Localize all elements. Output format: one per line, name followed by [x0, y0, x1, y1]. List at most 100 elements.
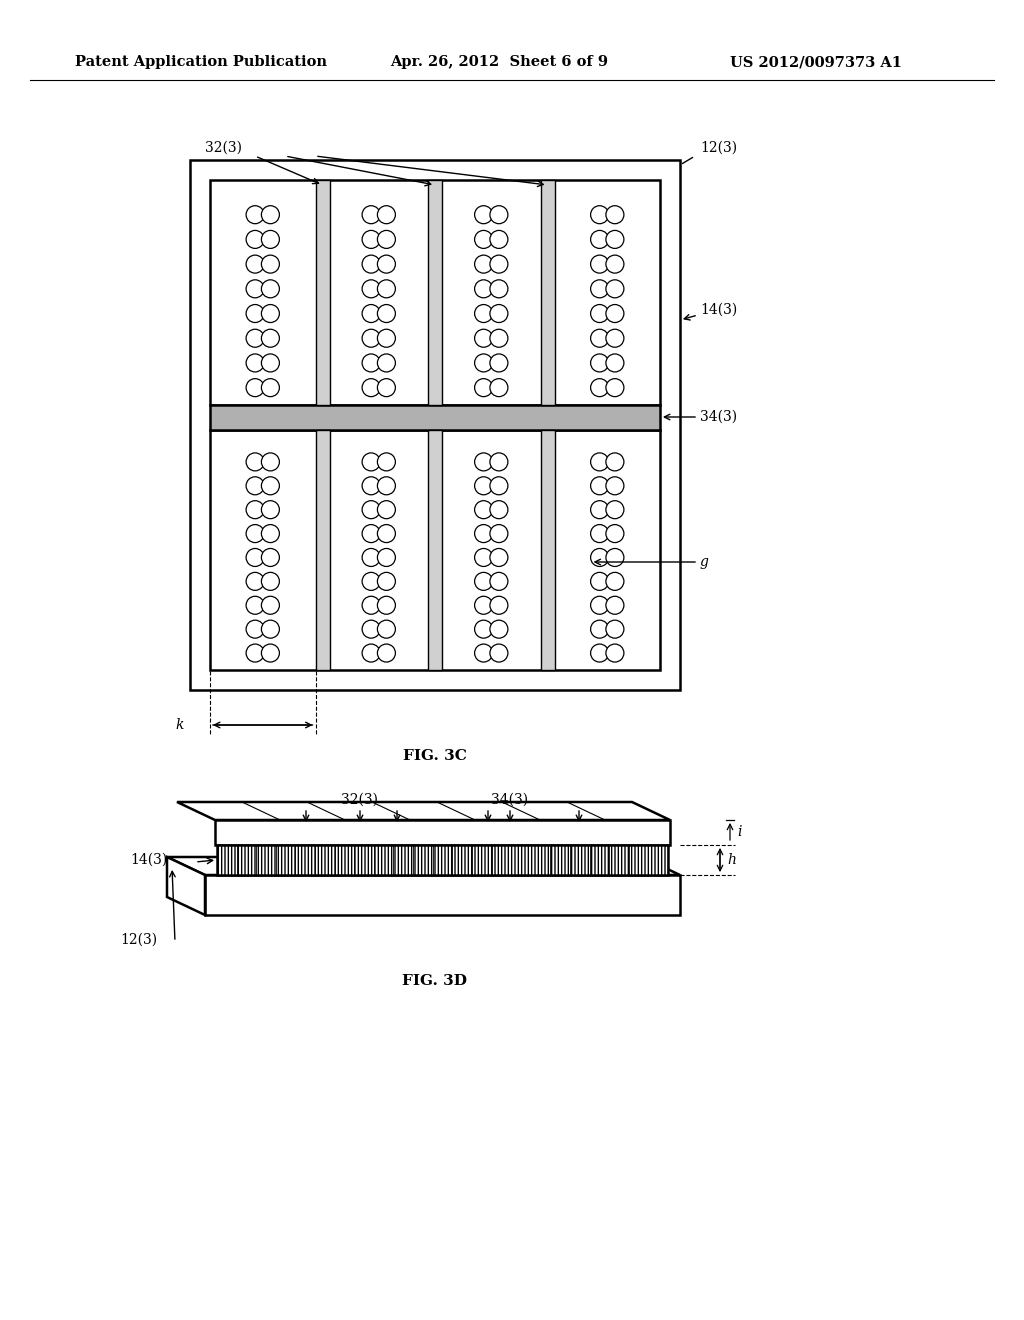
- Circle shape: [489, 255, 508, 273]
- Circle shape: [378, 500, 395, 519]
- Circle shape: [362, 549, 380, 566]
- Circle shape: [489, 549, 508, 566]
- Circle shape: [261, 549, 280, 566]
- Circle shape: [246, 477, 264, 495]
- Circle shape: [246, 231, 264, 248]
- Circle shape: [261, 379, 280, 396]
- Circle shape: [606, 477, 624, 495]
- Circle shape: [606, 280, 624, 298]
- Circle shape: [261, 620, 280, 638]
- Circle shape: [378, 573, 395, 590]
- Circle shape: [378, 524, 395, 543]
- Circle shape: [474, 500, 493, 519]
- Circle shape: [362, 644, 380, 663]
- Circle shape: [489, 644, 508, 663]
- Circle shape: [378, 280, 395, 298]
- Circle shape: [261, 477, 280, 495]
- Circle shape: [246, 206, 264, 223]
- Text: Patent Application Publication: Patent Application Publication: [75, 55, 327, 69]
- Circle shape: [606, 255, 624, 273]
- Circle shape: [474, 597, 493, 614]
- Circle shape: [489, 305, 508, 322]
- Circle shape: [261, 231, 280, 248]
- Bar: [541, 180, 555, 405]
- Circle shape: [591, 379, 608, 396]
- Circle shape: [246, 500, 264, 519]
- Text: 12(3): 12(3): [700, 141, 737, 154]
- Circle shape: [246, 597, 264, 614]
- Circle shape: [474, 206, 493, 223]
- Circle shape: [378, 620, 395, 638]
- Circle shape: [591, 231, 608, 248]
- Text: 14(3): 14(3): [130, 853, 167, 867]
- Circle shape: [378, 231, 395, 248]
- Text: i: i: [737, 825, 741, 840]
- Circle shape: [591, 453, 608, 471]
- Circle shape: [362, 620, 380, 638]
- Bar: [428, 430, 442, 671]
- Circle shape: [474, 477, 493, 495]
- Circle shape: [474, 549, 493, 566]
- Text: 12(3): 12(3): [120, 933, 157, 946]
- Circle shape: [591, 477, 608, 495]
- Circle shape: [591, 305, 608, 322]
- Circle shape: [474, 354, 493, 372]
- Circle shape: [261, 500, 280, 519]
- Bar: [210, 180, 660, 405]
- Circle shape: [489, 524, 508, 543]
- Circle shape: [362, 329, 380, 347]
- Circle shape: [489, 477, 508, 495]
- Circle shape: [591, 329, 608, 347]
- Bar: [210, 430, 660, 671]
- Circle shape: [474, 280, 493, 298]
- Circle shape: [474, 573, 493, 590]
- Circle shape: [362, 453, 380, 471]
- Circle shape: [261, 453, 280, 471]
- Circle shape: [246, 549, 264, 566]
- Circle shape: [606, 500, 624, 519]
- Polygon shape: [167, 857, 680, 875]
- Circle shape: [261, 354, 280, 372]
- Circle shape: [362, 280, 380, 298]
- Circle shape: [591, 620, 608, 638]
- Circle shape: [591, 549, 608, 566]
- Text: k: k: [175, 718, 183, 733]
- Polygon shape: [177, 803, 670, 820]
- Circle shape: [246, 620, 264, 638]
- Circle shape: [474, 644, 493, 663]
- Bar: [190, 160, 680, 690]
- Circle shape: [606, 549, 624, 566]
- Bar: [210, 405, 660, 430]
- Circle shape: [246, 644, 264, 663]
- Bar: [428, 180, 442, 405]
- Circle shape: [606, 231, 624, 248]
- Polygon shape: [217, 845, 668, 875]
- Circle shape: [246, 379, 264, 396]
- Circle shape: [606, 453, 624, 471]
- Circle shape: [591, 255, 608, 273]
- Circle shape: [474, 329, 493, 347]
- Text: h: h: [727, 853, 736, 867]
- Circle shape: [489, 379, 508, 396]
- Circle shape: [606, 597, 624, 614]
- Circle shape: [489, 329, 508, 347]
- Circle shape: [261, 255, 280, 273]
- Circle shape: [378, 206, 395, 223]
- Circle shape: [591, 500, 608, 519]
- Circle shape: [362, 255, 380, 273]
- Circle shape: [378, 354, 395, 372]
- Text: 32(3): 32(3): [341, 793, 379, 807]
- Circle shape: [606, 379, 624, 396]
- Circle shape: [246, 524, 264, 543]
- Text: 14(3): 14(3): [700, 304, 737, 317]
- Circle shape: [606, 305, 624, 322]
- Text: US 2012/0097373 A1: US 2012/0097373 A1: [730, 55, 902, 69]
- Circle shape: [489, 620, 508, 638]
- Circle shape: [474, 620, 493, 638]
- Polygon shape: [205, 875, 680, 915]
- Circle shape: [246, 354, 264, 372]
- Circle shape: [378, 329, 395, 347]
- Circle shape: [606, 620, 624, 638]
- Circle shape: [489, 597, 508, 614]
- Circle shape: [362, 597, 380, 614]
